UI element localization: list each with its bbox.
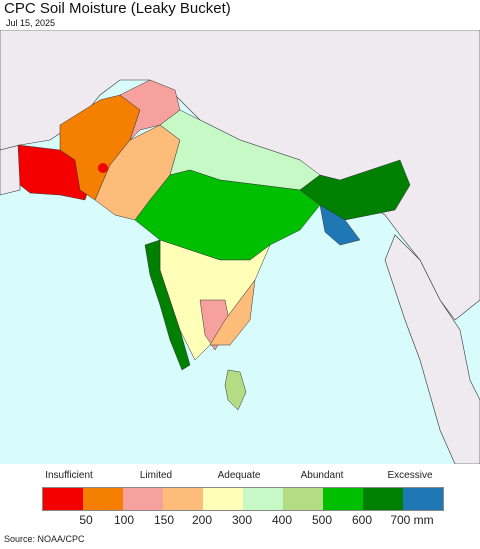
legend-tick: 300	[231, 513, 253, 527]
region-india-southeast	[209, 279, 256, 346]
legend-label-adequate: Adequate	[217, 470, 261, 481]
legend-tick: 400	[271, 513, 293, 527]
legend-swatch	[83, 488, 123, 510]
legend-tick: 500	[311, 513, 333, 527]
legend-color-bar	[42, 487, 444, 511]
source-credit: Source: NOAA/CPC	[4, 534, 85, 544]
region-india-southwest-coast	[144, 239, 191, 371]
map-title: CPC Soil Moisture (Leaky Bucket)	[4, 0, 231, 17]
legend-tick: 700 mm	[390, 513, 434, 527]
legend-tick-labels: 50 100 150 200 300 400 500 600 700 mm	[0, 513, 480, 527]
region-sri-lanka	[224, 369, 247, 411]
legend-swatch	[43, 488, 83, 510]
legend-tick: 600	[351, 513, 373, 527]
dry-spot	[98, 163, 108, 173]
legend-tick: 200	[191, 513, 213, 527]
legend-label-insufficient: Insufficient	[45, 470, 93, 481]
legend-swatch	[363, 488, 403, 510]
soil-moisture-map	[0, 30, 480, 464]
land-arabia	[0, 144, 21, 196]
land-southeast-asia	[384, 234, 480, 464]
legend-tick: 50	[79, 513, 93, 527]
legend-swatch	[203, 488, 243, 510]
legend-swatch	[163, 488, 203, 510]
legend-tick: 150	[153, 513, 175, 527]
map-date: Jul 15, 2025	[6, 18, 56, 28]
legend-category-labels: Insufficient Limited Adequate Abundant E…	[0, 470, 480, 484]
legend-swatch	[123, 488, 163, 510]
legend-label-excessive: Excessive	[387, 470, 433, 481]
region-bangladesh	[319, 204, 361, 246]
legend-swatch	[403, 488, 443, 510]
legend-label-limited: Limited	[139, 470, 173, 481]
legend-swatch	[323, 488, 363, 510]
legend-swatch	[283, 488, 323, 510]
legend-swatch	[243, 488, 283, 510]
legend-tick: 100	[113, 513, 135, 527]
legend-label-abundant: Abundant	[300, 470, 344, 481]
